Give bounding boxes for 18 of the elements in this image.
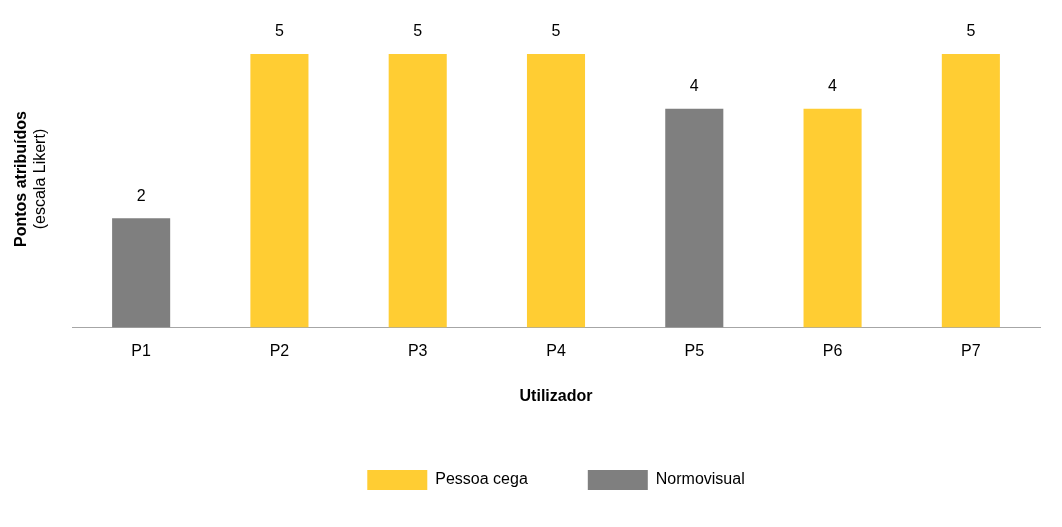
data-label: 4 bbox=[828, 77, 838, 95]
x-tick-label: P1 bbox=[131, 341, 152, 359]
y-axis-title: Pontos atribuídos (escala Likert) bbox=[11, 110, 49, 249]
data-label: 5 bbox=[413, 22, 423, 40]
x-tick-label: P6 bbox=[822, 341, 843, 359]
data-label: 5 bbox=[966, 22, 976, 40]
x-tick-label: P5 bbox=[684, 341, 705, 359]
x-tick-label: P7 bbox=[961, 341, 981, 359]
x-tick-label: P3 bbox=[407, 341, 428, 359]
legend-label: Normovisual bbox=[655, 470, 745, 488]
x-tick-label: P2 bbox=[269, 341, 290, 359]
data-label: 2 bbox=[136, 186, 146, 204]
data-label: 5 bbox=[274, 22, 284, 40]
data-label: 5 bbox=[551, 22, 561, 40]
x-axis-title: Utilizador bbox=[519, 386, 593, 404]
legend-label: Pessoa cega bbox=[435, 470, 528, 488]
x-tick-label: P4 bbox=[546, 341, 566, 359]
data-label: 4 bbox=[689, 77, 699, 95]
